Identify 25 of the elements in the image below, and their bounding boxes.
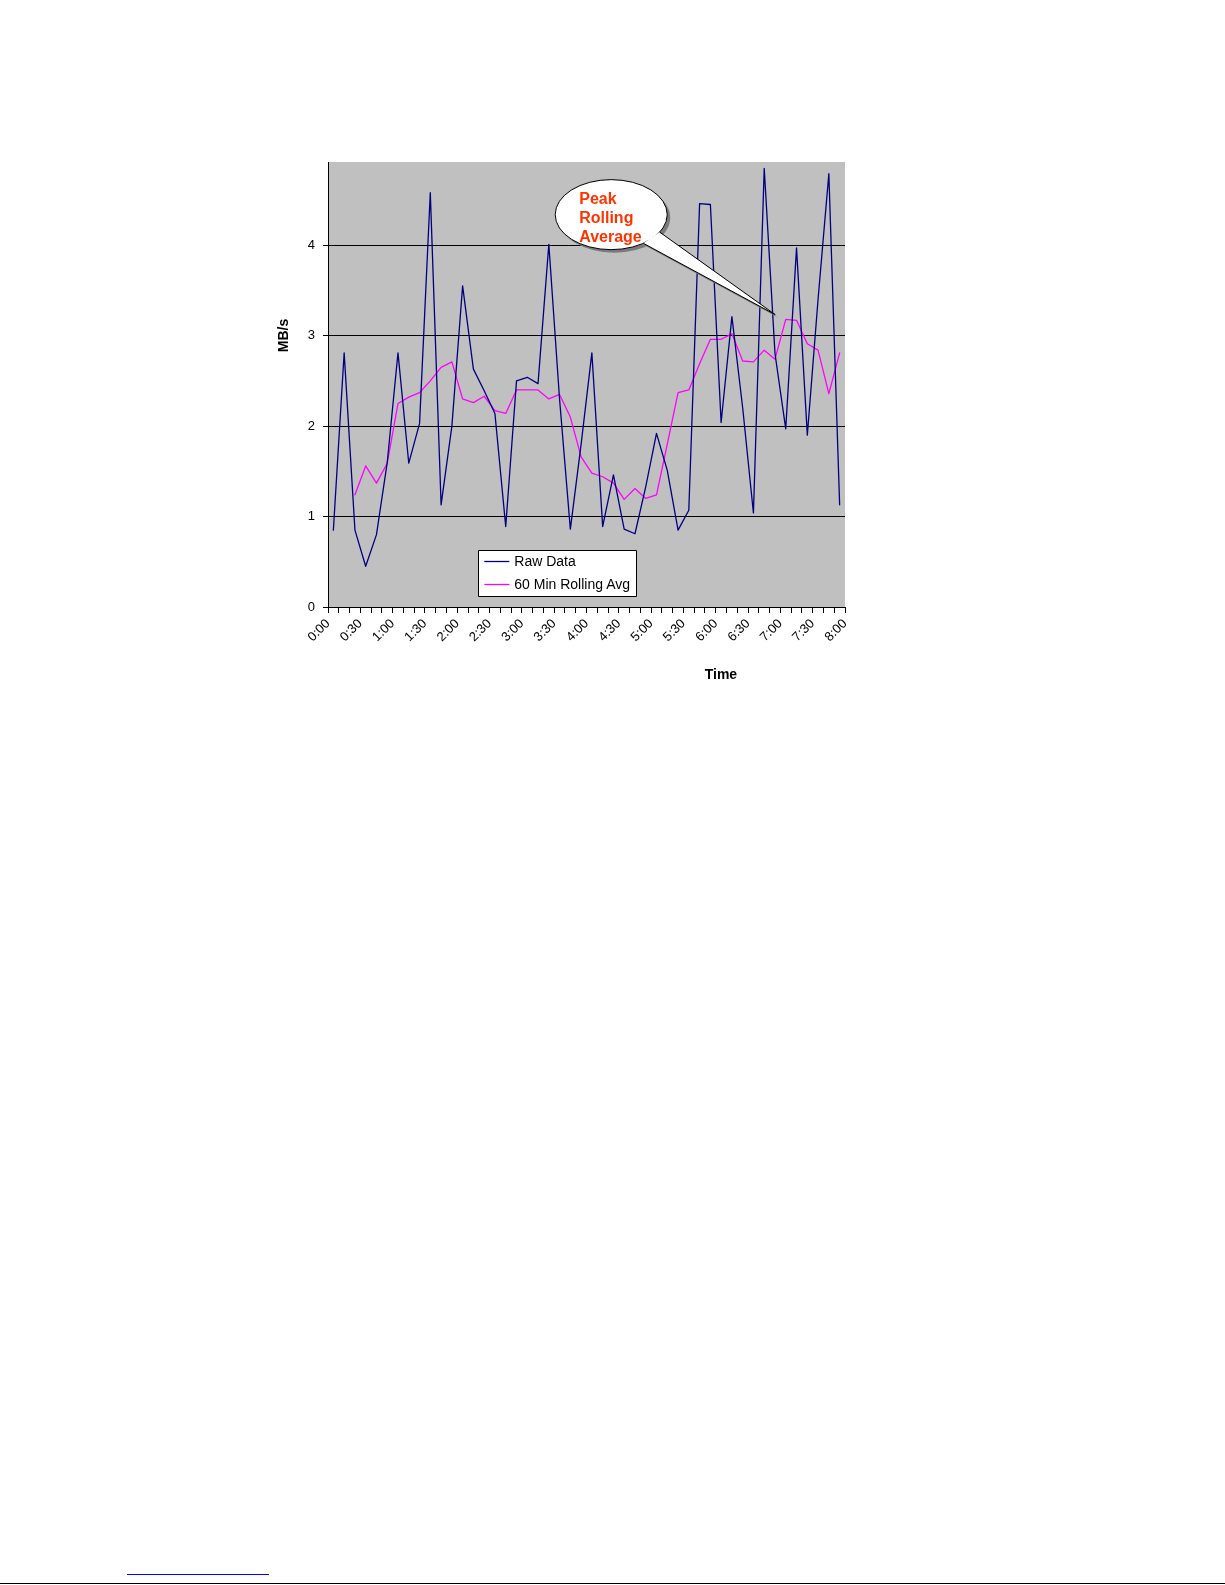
legend-label: Raw Data xyxy=(514,553,576,570)
x-tick-label: 0:00 xyxy=(304,615,333,645)
y-tick-label: 0 xyxy=(307,598,315,614)
x-tick-label: 6:30 xyxy=(724,615,753,645)
y-tick-label: 1 xyxy=(307,508,315,524)
x-tick-label: 0:30 xyxy=(336,615,365,645)
x-tick-label: 3:30 xyxy=(530,615,559,645)
x-tick-label: 8:00 xyxy=(821,615,850,645)
x-tick-label: 7:30 xyxy=(788,615,818,645)
x-axis-title: Time xyxy=(704,665,738,682)
y-tick-label: 3 xyxy=(307,327,315,343)
x-tick-label: 1:00 xyxy=(368,615,398,645)
annotation: Peak Rolling Average xyxy=(579,189,642,245)
y-tick-label: 4 xyxy=(307,236,315,252)
x-tick-label: 5:30 xyxy=(659,615,689,645)
x-tick-label: 6:00 xyxy=(691,615,721,645)
x-tick-label: 4:00 xyxy=(562,615,592,645)
y-tick-label: 2 xyxy=(307,417,315,433)
x-tick-label: 7:00 xyxy=(756,615,786,645)
x-tick-label: 5:00 xyxy=(627,615,656,645)
x-tick-label: 4:30 xyxy=(594,615,624,645)
x-tick-label: 3:00 xyxy=(498,615,527,645)
legend-label: 60 Min Rolling Avg xyxy=(514,576,631,593)
y-axis-title: MB/s xyxy=(274,318,291,353)
x-tick-label: 1:30 xyxy=(401,615,430,645)
